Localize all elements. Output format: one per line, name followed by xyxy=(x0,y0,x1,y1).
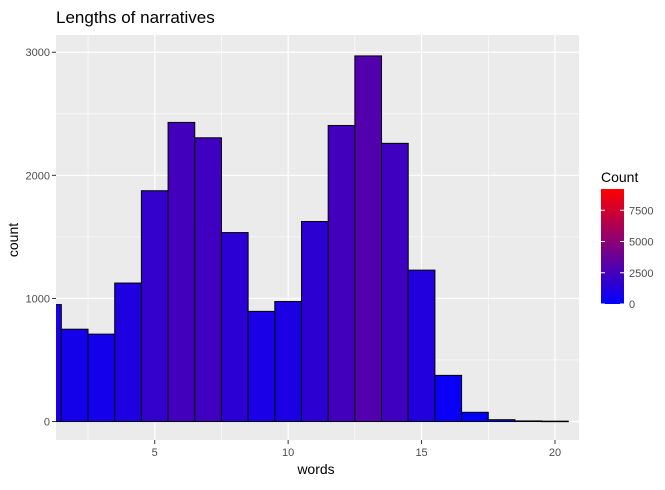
histogram-bar xyxy=(167,121,196,423)
histogram-bar xyxy=(381,142,409,423)
y-tick-label: 0 xyxy=(44,417,50,429)
legend-break-label: 5000 xyxy=(629,237,653,249)
histogram-bar xyxy=(541,420,569,423)
histogram-bar xyxy=(487,419,516,423)
legend-break-label: 7500 xyxy=(629,205,653,217)
histogram-bar xyxy=(327,124,356,423)
bars xyxy=(56,55,569,423)
y-tick-label: 1000 xyxy=(26,293,50,305)
x-axis: 5 10 15 20 xyxy=(152,440,561,459)
x-axis-title: words xyxy=(296,461,334,477)
legend-breaks: 0 2500 5000 7500 xyxy=(601,205,653,311)
histogram-bar xyxy=(407,269,436,423)
legend-break-label: 2500 xyxy=(629,268,653,280)
histogram-bar xyxy=(140,190,169,423)
histogram-bar xyxy=(434,374,463,423)
histogram-bar xyxy=(220,232,249,423)
histogram-bar xyxy=(87,333,116,423)
histogram-bar xyxy=(194,137,222,423)
histogram-bar xyxy=(114,282,142,423)
x-tick-label: 15 xyxy=(415,447,427,459)
y-tick-label: 3000 xyxy=(26,47,50,59)
histogram-bar xyxy=(300,220,329,423)
color-legend: Count 0 2500 5000 7500 xyxy=(601,169,653,311)
histogram-bar xyxy=(247,310,276,423)
legend-title: Count xyxy=(601,169,638,185)
x-tick-label: 10 xyxy=(282,447,294,459)
histogram-bar xyxy=(461,411,489,423)
histogram-bar xyxy=(56,304,62,423)
histogram-bar xyxy=(274,301,302,423)
histogram-bar xyxy=(354,55,383,423)
legend-colorbar xyxy=(601,189,624,304)
y-tick-label: 2000 xyxy=(26,170,50,182)
histogram-bar xyxy=(60,328,89,423)
y-axis: 0 1000 2000 3000 xyxy=(26,47,56,429)
chart-title: Lengths of narratives xyxy=(56,8,215,27)
x-tick-label: 20 xyxy=(549,447,561,459)
y-axis-title: count xyxy=(5,223,21,257)
histogram-bar xyxy=(514,420,543,423)
legend-break-label: 0 xyxy=(629,299,635,311)
x-tick-label: 5 xyxy=(152,447,158,459)
